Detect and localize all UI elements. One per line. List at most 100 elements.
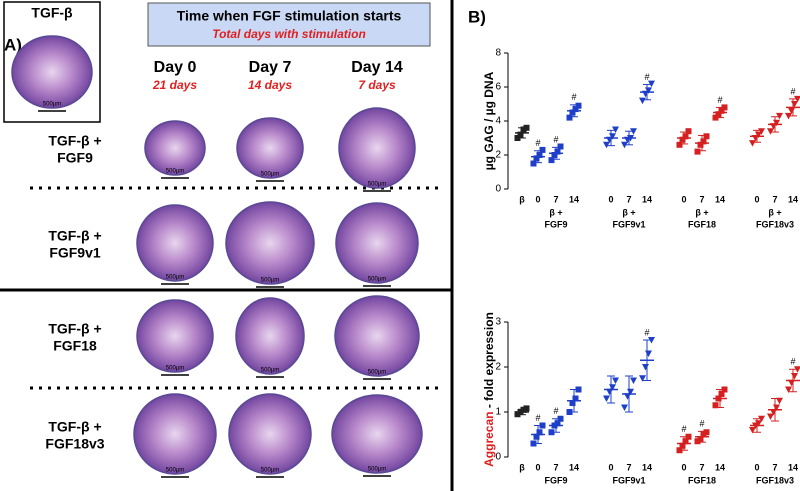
y-tick-label: 3 xyxy=(495,317,501,328)
data-point xyxy=(715,111,722,118)
data-point xyxy=(648,337,655,344)
scale-bar-label: 500µm xyxy=(166,275,184,281)
x-tick-label: 0 xyxy=(681,462,686,472)
x-tick-label: 7 xyxy=(553,462,558,472)
group-label: FGF9 xyxy=(544,219,567,229)
data-point xyxy=(785,386,792,393)
y-tick-label: 2 xyxy=(495,362,501,373)
y-tick-label: 2 xyxy=(495,150,501,161)
data-point xyxy=(776,112,783,120)
tissue-image xyxy=(228,393,312,475)
scale-bar-label: 500µm xyxy=(368,277,386,283)
row-label: TGF-β + xyxy=(48,228,101,244)
x-tick-label: 0 xyxy=(608,194,613,204)
significance-mark: # xyxy=(790,357,795,367)
tissue-image xyxy=(144,120,206,176)
row-label: TGF-β + xyxy=(48,133,101,149)
group-label: β + xyxy=(695,207,708,217)
data-point xyxy=(575,102,582,109)
data-point xyxy=(572,106,579,113)
data-point xyxy=(539,146,546,153)
data-point xyxy=(767,128,774,135)
panel-label: A) xyxy=(4,35,22,54)
x-tick-label: 0 xyxy=(754,194,759,204)
y-tick-label: 0 xyxy=(495,452,501,463)
data-point xyxy=(703,429,710,436)
significance-mark: # xyxy=(571,92,576,102)
x-tick-label: 7 xyxy=(772,462,777,472)
column-total: 14 days xyxy=(248,78,292,92)
data-point xyxy=(685,128,692,135)
data-point xyxy=(539,422,546,429)
x-tick-label: 7 xyxy=(553,194,558,204)
x-tick-label: 7 xyxy=(626,194,631,204)
x-tick-label: 7 xyxy=(772,194,777,204)
x-tick-label: 14 xyxy=(715,462,725,472)
data-point xyxy=(603,395,610,402)
y-axis-label: Aggrecan - fold expression xyxy=(482,312,496,467)
scale-bar-label: 500µm xyxy=(368,467,386,473)
data-point xyxy=(523,124,530,131)
data-point xyxy=(697,436,704,442)
data-point xyxy=(569,109,576,116)
tissue-image xyxy=(11,35,93,109)
y-tick-label: 4 xyxy=(495,116,501,127)
header-box xyxy=(147,2,431,47)
data-point xyxy=(575,386,582,393)
data-point xyxy=(767,413,774,420)
tissue-image xyxy=(235,297,305,375)
scale-bar-label: 500µm xyxy=(166,169,184,175)
data-point xyxy=(572,395,579,402)
data-point xyxy=(679,442,686,449)
scale-bar-label: 500µm xyxy=(368,370,386,376)
group-label: FGF18 xyxy=(688,475,716,485)
tissue-image xyxy=(236,117,304,179)
data-point xyxy=(776,397,783,405)
row-label: FGF9v1 xyxy=(49,245,101,261)
data-point xyxy=(603,141,610,149)
data-point xyxy=(758,128,765,135)
data-point xyxy=(557,143,564,150)
scale-bar-label: 500µm xyxy=(261,172,279,178)
data-point xyxy=(682,133,689,140)
data-point xyxy=(621,404,628,411)
data-point xyxy=(569,400,576,406)
significance-mark: # xyxy=(553,135,558,145)
data-point xyxy=(533,155,540,162)
data-point xyxy=(685,433,692,440)
data-point xyxy=(551,152,558,158)
group-label: FGF9 xyxy=(544,475,567,485)
significance-mark: # xyxy=(699,419,704,429)
tissue-image xyxy=(133,393,217,475)
data-point xyxy=(697,141,704,148)
data-point xyxy=(791,101,798,108)
data-point xyxy=(694,148,701,155)
significance-mark: # xyxy=(681,424,686,434)
data-point xyxy=(612,126,619,133)
data-point xyxy=(721,386,728,393)
data-point xyxy=(566,114,573,121)
data-point xyxy=(548,157,555,164)
y-axis-label-part: µg GAG / µg DNA xyxy=(482,71,496,170)
group-label: FGF9v1 xyxy=(612,219,645,229)
significance-mark: # xyxy=(644,72,649,82)
data-point xyxy=(718,391,725,397)
data-point xyxy=(530,440,537,447)
y-tick-label: 0 xyxy=(495,184,501,195)
column-total: 21 days xyxy=(152,78,197,92)
data-point xyxy=(612,377,619,384)
column-day: Day 7 xyxy=(249,59,292,76)
x-tick-label: 14 xyxy=(642,462,652,472)
data-point xyxy=(712,114,719,121)
data-point xyxy=(712,402,719,409)
tissue-image xyxy=(136,299,214,373)
x-tick-label: β xyxy=(519,194,525,204)
x-tick-label: 0 xyxy=(535,462,540,472)
header-title: Time when FGF stimulation starts xyxy=(177,8,402,24)
data-point xyxy=(721,104,728,111)
x-tick-label: 14 xyxy=(788,462,798,472)
data-point xyxy=(703,133,710,140)
data-point xyxy=(554,420,561,427)
x-tick-label: 0 xyxy=(535,194,540,204)
significance-mark: # xyxy=(717,95,722,105)
